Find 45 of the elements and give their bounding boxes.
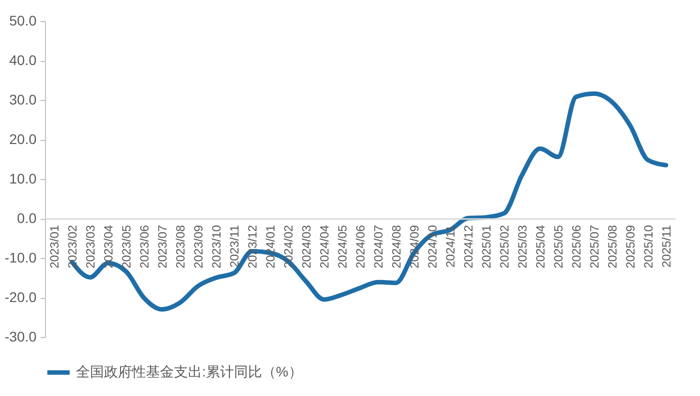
x-tick-label: 2025/11: [660, 224, 674, 268]
x-tick-label: 2024/07: [372, 224, 386, 268]
x-tick-label: 2024/05: [336, 224, 350, 268]
x-tick-label: 2023/11: [228, 224, 242, 268]
x-tick-label: 2024/09: [408, 224, 422, 268]
x-tick-label: 2025/01: [480, 224, 494, 268]
y-tick-label: -10.0: [4, 250, 37, 266]
legend-label: 全国政府性基金支出:累计同比（%）: [76, 364, 302, 380]
x-tick-label: 2023/05: [120, 224, 134, 268]
y-tick-label: 30.0: [9, 92, 37, 108]
y-tick-label: 40.0: [9, 52, 37, 68]
x-tick-label: 2023/02: [66, 224, 80, 268]
x-tick-label: 2024/04: [318, 224, 332, 268]
y-tick-label: 50.0: [9, 12, 37, 28]
x-tick-label: 2023/03: [84, 224, 98, 268]
x-tick-label: 2025/06: [570, 224, 584, 268]
x-tick-label: 2023/06: [138, 224, 152, 268]
x-tick-label: 2025/02: [498, 224, 512, 268]
x-tick-label: 2023/09: [192, 224, 206, 268]
y-tick-label: 10.0: [9, 170, 37, 186]
x-tick-label: 2024/03: [300, 224, 314, 268]
x-tick-label: 2025/09: [624, 224, 638, 268]
x-tick-label: 2024/10: [426, 224, 440, 268]
x-tick-label: 2024/08: [390, 224, 404, 268]
y-tick-label: -20.0: [4, 289, 37, 305]
x-tick-label: 2023/10: [210, 224, 224, 268]
x-tick-label: 2023/01: [48, 224, 62, 268]
x-tick-label: 2023/07: [156, 224, 170, 268]
y-tick-label: -30.0: [4, 328, 37, 344]
x-tick-label: 2023/08: [174, 224, 188, 268]
y-tick-label: 0.0: [17, 210, 37, 226]
x-tick-label: 2024/06: [354, 224, 368, 268]
x-tick-label: 2024/11: [444, 224, 458, 268]
x-tick-label: 2025/10: [642, 224, 656, 268]
x-tick-label: 2024/01: [264, 224, 278, 268]
x-tick-label: 2023/04: [102, 224, 116, 268]
x-tick-label: 2024/12: [462, 224, 476, 268]
x-tick-label: 2023/12: [246, 224, 260, 268]
x-tick-label: 2025/03: [516, 224, 530, 268]
x-tick-label: 2025/05: [552, 224, 566, 268]
x-tick-label: 2024/02: [282, 224, 296, 268]
y-tick-label: 20.0: [9, 131, 37, 147]
x-tick-label: 2025/07: [588, 224, 602, 268]
x-tick-label: 2025/08: [606, 224, 620, 268]
x-tick-label: 2025/04: [534, 224, 548, 268]
